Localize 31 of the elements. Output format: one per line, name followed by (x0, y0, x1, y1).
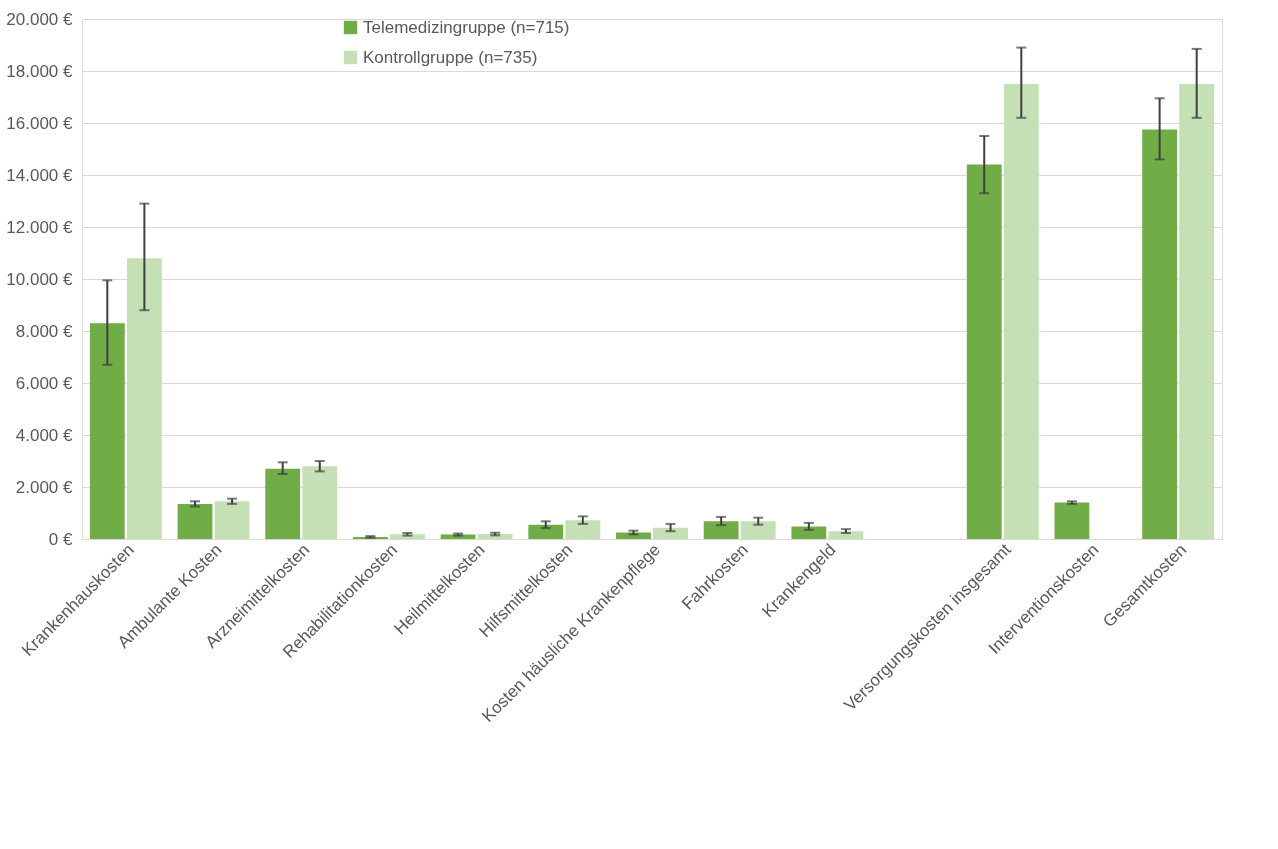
bar (214, 501, 250, 539)
legend-label: Kontrollgruppe (n=735) (363, 47, 538, 67)
bar (265, 468, 301, 539)
bar (89, 323, 125, 539)
bar (177, 503, 213, 539)
bar (528, 524, 564, 539)
bar (828, 531, 864, 539)
bar (302, 466, 338, 539)
bar (1179, 84, 1215, 539)
y-tick-label: 4.000 € (15, 425, 74, 445)
bar (126, 258, 162, 539)
bar (1003, 84, 1039, 539)
y-tick-label: 0 € (48, 529, 74, 549)
y-tick-label: 6.000 € (15, 373, 74, 393)
y-tick-label: 16.000 € (6, 113, 74, 133)
bar (653, 527, 688, 539)
y-tick-label: 20.000 € (6, 9, 74, 29)
y-tick-label: 8.000 € (15, 321, 74, 341)
bar (740, 521, 776, 539)
y-tick-label: 14.000 € (6, 165, 74, 185)
bar (966, 164, 1002, 539)
legend-label: Telemedizingruppe (n=715) (363, 17, 570, 37)
y-tick-label: 18.000 € (6, 61, 74, 81)
bar (703, 521, 739, 539)
bar (1054, 502, 1090, 539)
y-tick-label: 2.000 € (15, 477, 74, 497)
bar (565, 520, 601, 539)
bar (1142, 129, 1178, 539)
y-tick-label: 12.000 € (6, 217, 74, 237)
bar (791, 526, 827, 539)
y-tick-label: 10.000 € (6, 269, 74, 289)
